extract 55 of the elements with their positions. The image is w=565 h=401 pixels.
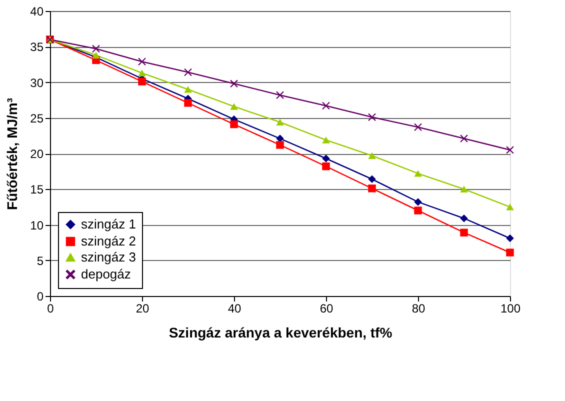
point <box>92 44 100 53</box>
point <box>276 118 284 126</box>
point <box>230 103 238 110</box>
legend-label: depogáz <box>81 266 131 282</box>
x-tick-label: 100 <box>500 302 521 316</box>
legend-label: szingáz 2 <box>81 234 136 248</box>
point <box>460 186 468 192</box>
point <box>184 99 192 107</box>
point <box>460 214 468 222</box>
legend-label: szingáz 1 <box>81 216 136 232</box>
y-tick-label: 0 <box>36 290 44 304</box>
point <box>322 102 330 110</box>
y-tick-label: 20 <box>30 147 44 161</box>
point <box>414 170 422 177</box>
x-tick-label: 40 <box>228 302 242 316</box>
point <box>322 136 330 144</box>
point <box>322 162 330 170</box>
y-tick-label: 30 <box>30 76 44 90</box>
y-tick-label: 40 <box>30 4 44 18</box>
point <box>506 146 514 154</box>
point <box>460 134 468 142</box>
point <box>368 175 376 184</box>
point <box>184 68 192 76</box>
legend-label: szingáz 3 <box>81 250 136 264</box>
point <box>230 120 238 128</box>
point <box>184 86 192 93</box>
point <box>368 113 376 122</box>
x-tick-label: 20 <box>136 302 150 316</box>
x-tick-label: 0 <box>47 302 54 316</box>
x-axis-title: Szingáz aránya a keverékben, tf% <box>168 324 393 340</box>
point <box>138 70 146 76</box>
point <box>414 198 422 206</box>
x-tick-label: 80 <box>412 302 426 316</box>
point <box>506 204 514 210</box>
point <box>276 141 284 149</box>
point <box>506 234 514 242</box>
y-tick-label: 10 <box>30 218 44 232</box>
point <box>368 152 376 159</box>
y-tick-label: 35 <box>30 40 44 54</box>
x-tick-label: 60 <box>320 302 334 316</box>
point <box>506 248 514 256</box>
y-tick-label: 25 <box>30 111 44 126</box>
y-tick-label: 5 <box>36 254 44 268</box>
point <box>138 58 146 66</box>
point <box>368 184 376 192</box>
point <box>460 228 468 236</box>
point <box>414 206 422 214</box>
y-axis-title: Fűtőérték, MJ/m³ <box>4 98 20 210</box>
point <box>138 78 146 86</box>
point <box>322 154 330 162</box>
point <box>230 80 238 88</box>
point <box>414 123 422 132</box>
y-tick-label: 15 <box>30 182 44 197</box>
point <box>92 52 100 59</box>
point <box>276 91 284 99</box>
